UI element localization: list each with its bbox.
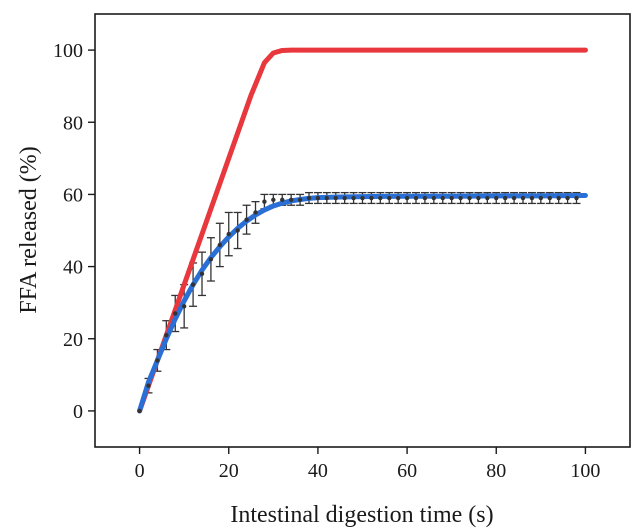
data-point [387, 195, 392, 201]
data-point [253, 210, 258, 215]
series-line-1 [137, 193, 588, 414]
data-point [199, 271, 205, 276]
data-point [137, 408, 142, 414]
data-point [297, 197, 303, 203]
y-tick-label: 0 [73, 401, 83, 423]
data-point [440, 195, 445, 201]
data-point [208, 257, 214, 262]
x-tick-label: 100 [570, 460, 600, 482]
data-point [173, 311, 178, 316]
data-point [235, 228, 240, 233]
data-point [360, 195, 365, 201]
data-point [574, 195, 579, 201]
data-point [520, 195, 526, 201]
y-tick-label: 40 [63, 257, 83, 279]
series-line-0 [137, 47, 588, 414]
ticks-layer: 0 20 40 60 80 100 0 20 40 60 80 100 [53, 40, 600, 482]
data-point [306, 195, 312, 201]
data-point [404, 195, 410, 201]
data-point [511, 195, 517, 201]
data-point [315, 195, 321, 201]
data-point [565, 195, 570, 201]
data-point [190, 282, 196, 287]
data-point [324, 195, 330, 201]
data-point [529, 195, 535, 201]
data-point [342, 195, 347, 201]
data-point [502, 195, 508, 201]
data-point [378, 195, 383, 201]
data-point [333, 195, 338, 201]
error-bars [144, 191, 581, 394]
x-tick-label: 20 [219, 460, 239, 482]
data-point [494, 195, 499, 201]
y-tick-label: 100 [53, 40, 83, 62]
data-point [288, 197, 294, 203]
data-point [217, 242, 223, 248]
data-point [476, 195, 481, 201]
x-tick-label: 60 [397, 460, 417, 482]
data-point [271, 197, 276, 203]
x-tick-label: 40 [308, 460, 328, 482]
data-point [556, 195, 561, 201]
data-point [422, 195, 428, 201]
data-point [547, 195, 552, 201]
y-tick-label: 60 [63, 184, 83, 206]
data-point [280, 197, 285, 203]
data-point [181, 304, 187, 309]
data-point [449, 195, 454, 201]
data-point [369, 195, 374, 201]
data-point [431, 195, 437, 201]
data-point [146, 383, 151, 388]
data-point [413, 195, 419, 201]
y-tick-label: 80 [63, 112, 83, 134]
plot-frame [94, 13, 631, 448]
data-point [262, 199, 267, 204]
data-point [155, 358, 160, 363]
data-point [395, 195, 401, 201]
data-point [538, 195, 544, 201]
y-tick-label: 20 [63, 329, 83, 351]
data-point [485, 195, 490, 201]
x-tick-label: 80 [486, 460, 506, 482]
data-point [458, 195, 463, 201]
data-point [467, 195, 472, 201]
x-tick-label: 0 [135, 460, 145, 482]
data-point [244, 217, 249, 222]
data-point [226, 231, 231, 237]
data-point [164, 332, 169, 338]
data-point [351, 195, 356, 201]
series-layer [137, 47, 588, 414]
y-axis-label: FFA released (%) [16, 146, 42, 314]
x-axis-label: Intestinal digestion time (s) [230, 502, 493, 528]
